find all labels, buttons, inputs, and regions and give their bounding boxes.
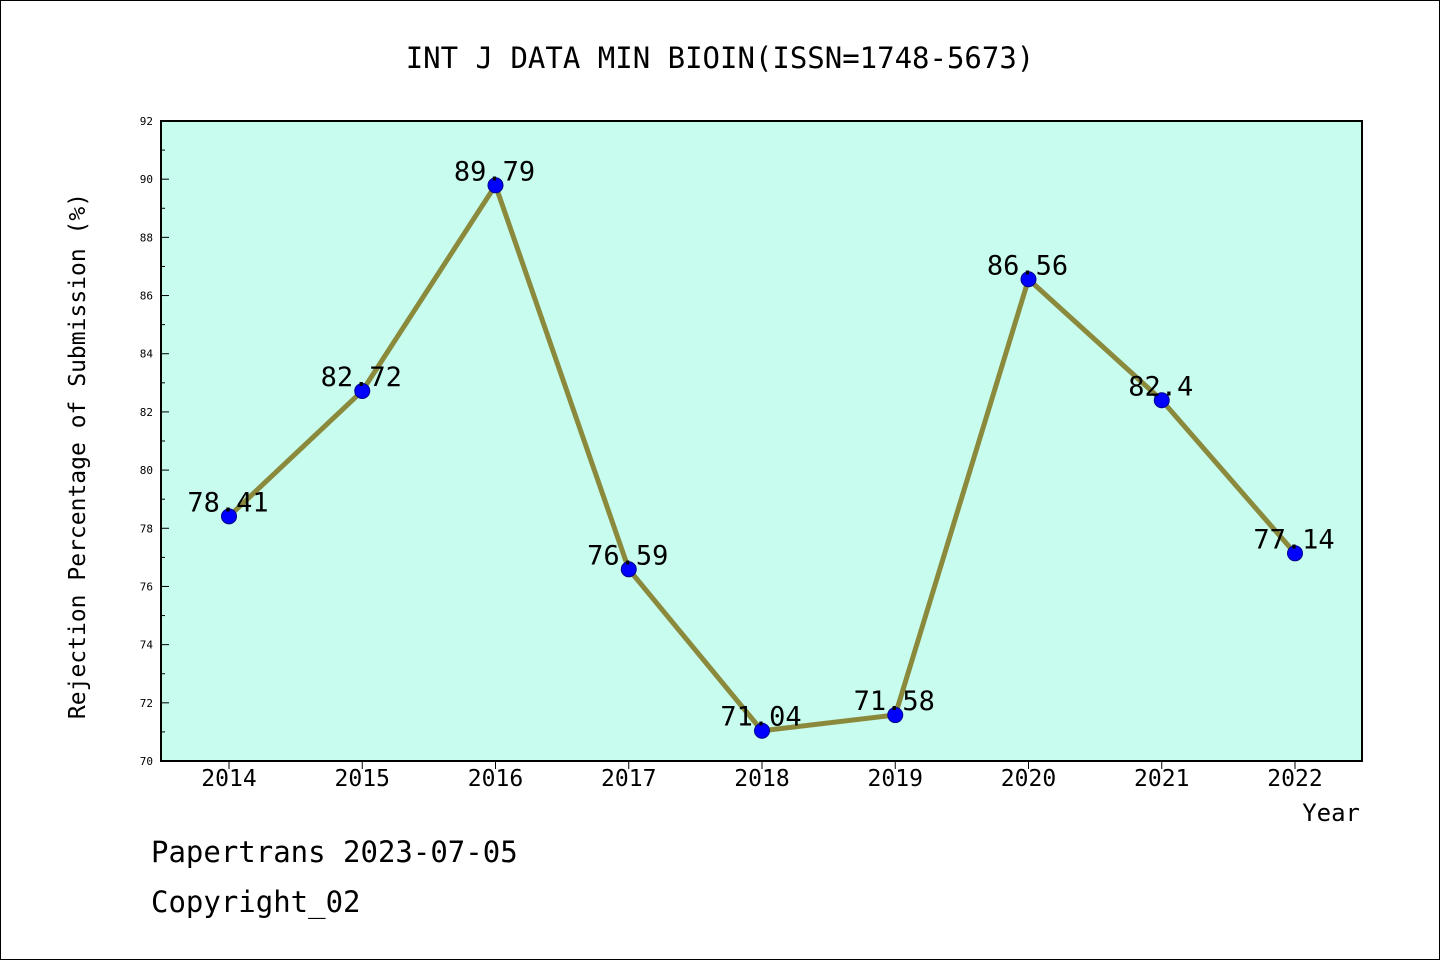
data-label: 71.58 [854, 686, 935, 717]
data-label: 86.56 [987, 250, 1068, 281]
y-tick-label: 88 [140, 231, 153, 244]
data-label: 89.79 [454, 156, 535, 187]
y-tick-label: 92 [140, 115, 153, 128]
data-point [1020, 271, 1037, 288]
y-tick-label: 72 [140, 697, 153, 710]
data-point [754, 722, 770, 739]
data-point [354, 382, 371, 399]
y-tick-label: 70 [140, 755, 153, 768]
y-tick-label: 82 [140, 406, 153, 419]
plot-area [160, 120, 1363, 762]
y-axis-label: Rejection Percentage of Submission (%) [65, 193, 91, 719]
x-tick-label: 2014 [201, 766, 256, 792]
series-layer [221, 177, 1303, 739]
data-label: 71.04 [720, 702, 801, 733]
data-labels: 78.41 82.72 89.79 76.59 71.04 71.58 86.56 82.4 7… [187, 156, 1334, 732]
y-axis: 70 72 74 76 78 80 82 84 86 88 90 92 [140, 115, 169, 768]
x-tick-label: 2015 [335, 766, 390, 792]
data-label: 77.14 [1253, 524, 1334, 555]
x-tick-label: 2017 [601, 766, 656, 792]
y-tick-label: 84 [140, 348, 154, 361]
footer-papertrans-date: Papertrans 2023-07-05 [151, 835, 518, 869]
data-point [221, 508, 237, 525]
y-tick-label: 74 [140, 639, 154, 652]
x-tick-label: 2019 [868, 766, 923, 792]
chart-title: INT J DATA MIN BIOIN(ISSN=1748-5673) [406, 41, 1035, 75]
data-label: 78.41 [187, 487, 268, 518]
data-label: 82.72 [321, 362, 402, 393]
y-tick-label: 90 [140, 173, 153, 186]
x-axis: 2014 2015 2016 2017 2018 2019 2020 2021 2022 [201, 761, 1323, 792]
data-point [487, 177, 504, 194]
footer-copyright: Copyright_02 [151, 885, 361, 919]
x-tick-label: 2018 [734, 766, 789, 792]
data-label: 76.59 [587, 540, 668, 571]
data-point [620, 561, 637, 578]
y-tick-label: 86 [140, 290, 153, 303]
x-tick-label: 2021 [1134, 766, 1189, 792]
x-tick-label: 2016 [468, 766, 523, 792]
data-point [1153, 392, 1170, 409]
y-tick-label: 78 [140, 522, 153, 535]
y-tick-label: 76 [140, 580, 153, 593]
x-tick-label: 2020 [1001, 766, 1056, 792]
data-point [1287, 545, 1303, 562]
data-point [887, 707, 904, 724]
data-label: 82.4 [1128, 371, 1193, 402]
x-tick-label: 2022 [1267, 766, 1322, 792]
y-tick-label: 80 [140, 464, 153, 477]
x-axis-label: Year [1302, 799, 1360, 827]
